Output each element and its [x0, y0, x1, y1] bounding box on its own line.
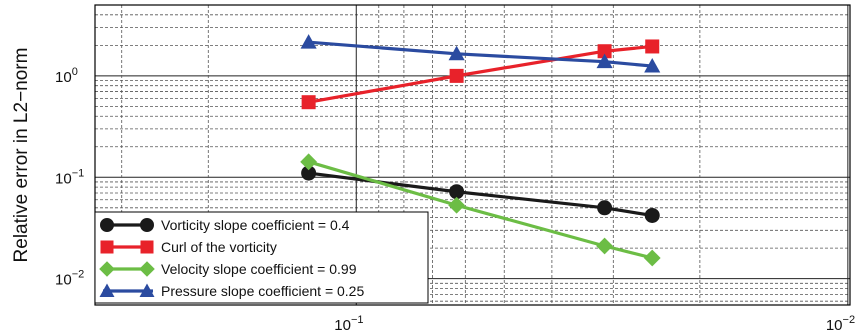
data-point-diamond — [99, 261, 115, 277]
data-point-triangle — [300, 34, 317, 49]
tick-labels: 100 10−1 10−2 10−1 10−2 — [55, 66, 855, 334]
data-point-triangle — [644, 57, 661, 73]
data-point-diamond — [300, 153, 318, 171]
data-point-circle — [597, 200, 613, 216]
data-point-triangle — [448, 45, 465, 61]
series-line — [308, 40, 653, 68]
x-tick-label: 10−1 — [334, 314, 363, 334]
legend: Vorticity slope coefficient = 0.4 Curl of… — [94, 211, 429, 304]
series-layer — [300, 34, 661, 267]
data-point-square — [597, 44, 612, 59]
data-point-diamond — [139, 261, 155, 277]
plot-frame — [94, 4, 851, 306]
data-point-square — [301, 95, 316, 110]
legend-item-3: Velocity slope coefficient = 0.99 — [99, 261, 357, 277]
series-line — [308, 44, 653, 104]
data-point-triangle — [139, 283, 155, 297]
y-tick-label: 10−1 — [55, 167, 84, 187]
y-axis-label: Relative error in L2−norm — [11, 48, 32, 263]
data-point-square — [449, 68, 464, 83]
data-point-circle — [644, 207, 660, 223]
data-point-circle — [140, 218, 154, 232]
legend-label: Vorticity slope coefficient = 0.4 — [161, 217, 350, 233]
y-tick-label: 10−2 — [55, 269, 84, 289]
legend-label: Curl of the vorticity — [161, 239, 277, 255]
legend-item-1: Vorticity slope coefficient = 0.4 — [100, 217, 350, 233]
data-point-diamond — [448, 196, 466, 214]
legend-label: Velocity slope coefficient = 0.99 — [161, 261, 357, 277]
y-tick-label: 100 — [55, 66, 78, 86]
x-tick-label: 10−2 — [826, 314, 855, 334]
data-point-triangle — [99, 283, 115, 297]
data-point-square — [645, 39, 660, 54]
legend-item-2: Curl of the vorticity — [100, 239, 277, 255]
data-point-square — [140, 240, 154, 254]
series-2 — [301, 39, 660, 110]
data-point-diamond — [643, 249, 661, 267]
legend-item-4: Pressure slope coefficient = 0.25 — [99, 283, 364, 299]
series-4 — [300, 34, 661, 73]
series-line — [308, 160, 653, 260]
data-point-triangle — [596, 53, 613, 69]
axes — [94, 4, 851, 306]
data-point-circle — [449, 184, 465, 200]
data-point-diamond — [596, 237, 613, 255]
data-point-circle — [100, 218, 114, 232]
data-point-square — [100, 240, 114, 254]
series-3 — [300, 153, 661, 267]
legend-label: Pressure slope coefficient = 0.25 — [161, 283, 364, 299]
